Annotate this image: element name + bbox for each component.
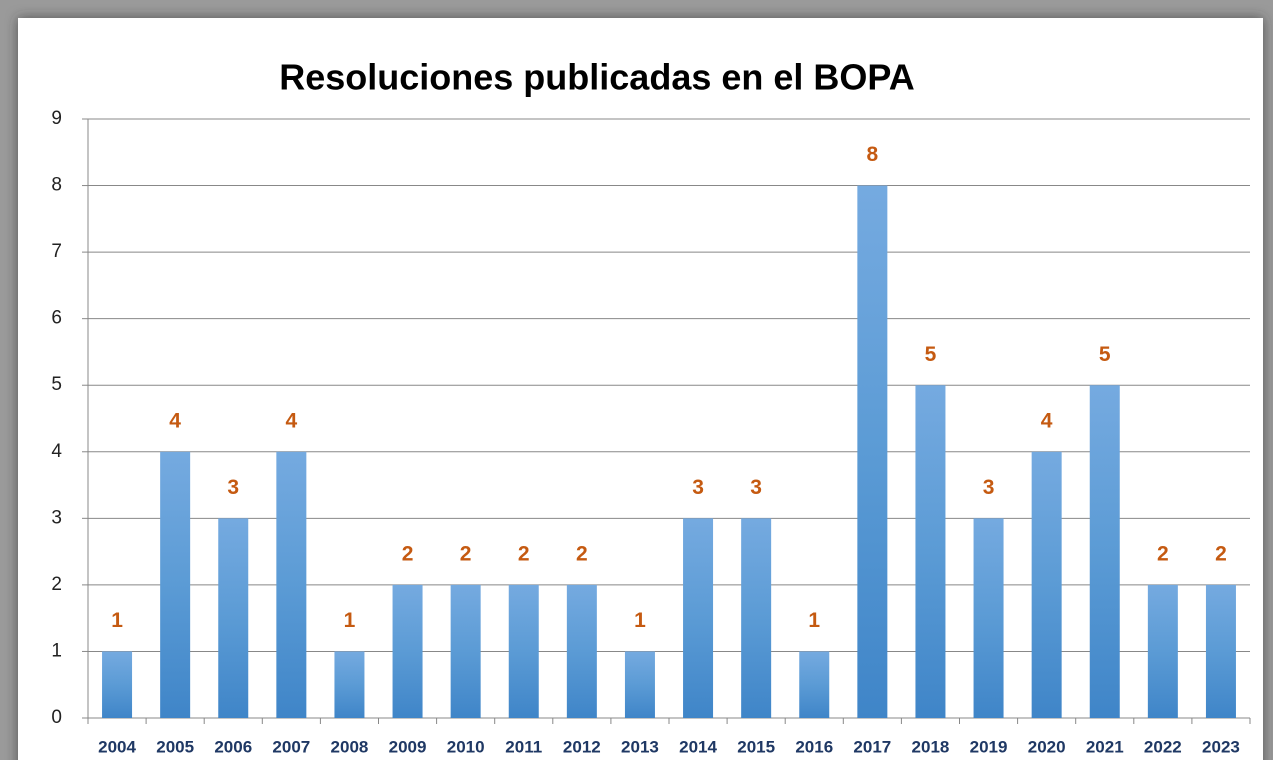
bar <box>160 451 191 718</box>
data-label: 2 <box>460 542 472 565</box>
y-tick-label: 3 <box>51 507 62 528</box>
bar <box>1089 385 1120 718</box>
data-label: 2 <box>402 542 414 565</box>
x-tick-label: 2014 <box>679 737 717 756</box>
y-tick-label: 6 <box>51 308 62 329</box>
x-tick-label: 2013 <box>621 737 659 756</box>
data-label: 5 <box>1099 343 1111 366</box>
x-tick-label: 2004 <box>98 737 136 756</box>
x-tick-label: 2009 <box>389 737 427 756</box>
bar <box>973 518 1004 718</box>
bar <box>857 185 888 719</box>
x-tick-label: 2008 <box>331 737 369 756</box>
data-label: 3 <box>750 476 762 499</box>
data-label: 4 <box>286 409 298 432</box>
bar <box>276 451 307 718</box>
x-tick-label: 2020 <box>1028 737 1066 756</box>
y-tick-label: 5 <box>51 374 62 395</box>
data-label: 1 <box>634 609 646 632</box>
bar <box>102 651 133 718</box>
data-label: 1 <box>344 609 356 632</box>
x-tick-label: 2011 <box>505 737 542 756</box>
y-tick-label: 7 <box>51 241 62 262</box>
bar <box>1147 584 1178 718</box>
bar <box>392 584 423 718</box>
data-label: 4 <box>1041 409 1053 432</box>
x-tick-label: 2017 <box>853 737 891 756</box>
chart-title: Resoluciones publicadas en el BOPA <box>279 57 915 98</box>
bar <box>508 584 539 718</box>
y-tick-label: 8 <box>51 175 62 196</box>
bar <box>334 651 365 718</box>
x-tick-label: 2005 <box>156 737 194 756</box>
chart-frame <box>18 18 1263 760</box>
bar <box>1205 584 1236 718</box>
x-tick-label: 2010 <box>447 737 485 756</box>
y-tick-label: 9 <box>51 108 62 129</box>
data-label: 8 <box>867 143 879 166</box>
data-label: 2 <box>518 542 530 565</box>
x-tick-label: 2018 <box>912 737 950 756</box>
data-label: 3 <box>227 476 239 499</box>
data-label: 2 <box>576 542 588 565</box>
data-label: 2 <box>1215 542 1227 565</box>
x-tick-label: 2015 <box>737 737 775 756</box>
bar <box>799 651 830 718</box>
bar <box>566 584 597 718</box>
x-tick-label: 2021 <box>1086 737 1124 756</box>
x-tick-label: 2016 <box>795 737 833 756</box>
data-label: 4 <box>169 409 181 432</box>
data-label: 1 <box>111 609 123 632</box>
data-label: 3 <box>983 476 995 499</box>
data-label: 2 <box>1157 542 1169 565</box>
bar <box>915 385 946 718</box>
bar <box>218 518 249 718</box>
x-tick-label: 2012 <box>563 737 601 756</box>
x-tick-label: 2019 <box>970 737 1008 756</box>
x-tick-label: 2023 <box>1202 737 1240 756</box>
bar <box>741 518 772 718</box>
data-label: 1 <box>808 609 820 632</box>
bar <box>624 651 655 718</box>
y-tick-label: 0 <box>51 707 62 728</box>
x-tick-label: 2022 <box>1144 737 1182 756</box>
data-label: 3 <box>692 476 704 499</box>
y-tick-label: 2 <box>51 574 62 595</box>
x-tick-label: 2007 <box>272 737 310 756</box>
bar <box>450 584 481 718</box>
data-label: 5 <box>925 343 937 366</box>
x-tick-label: 2006 <box>214 737 252 756</box>
y-tick-label: 1 <box>51 640 62 661</box>
y-tick-label: 4 <box>51 441 62 462</box>
bar <box>1031 451 1062 718</box>
bar <box>683 518 714 718</box>
